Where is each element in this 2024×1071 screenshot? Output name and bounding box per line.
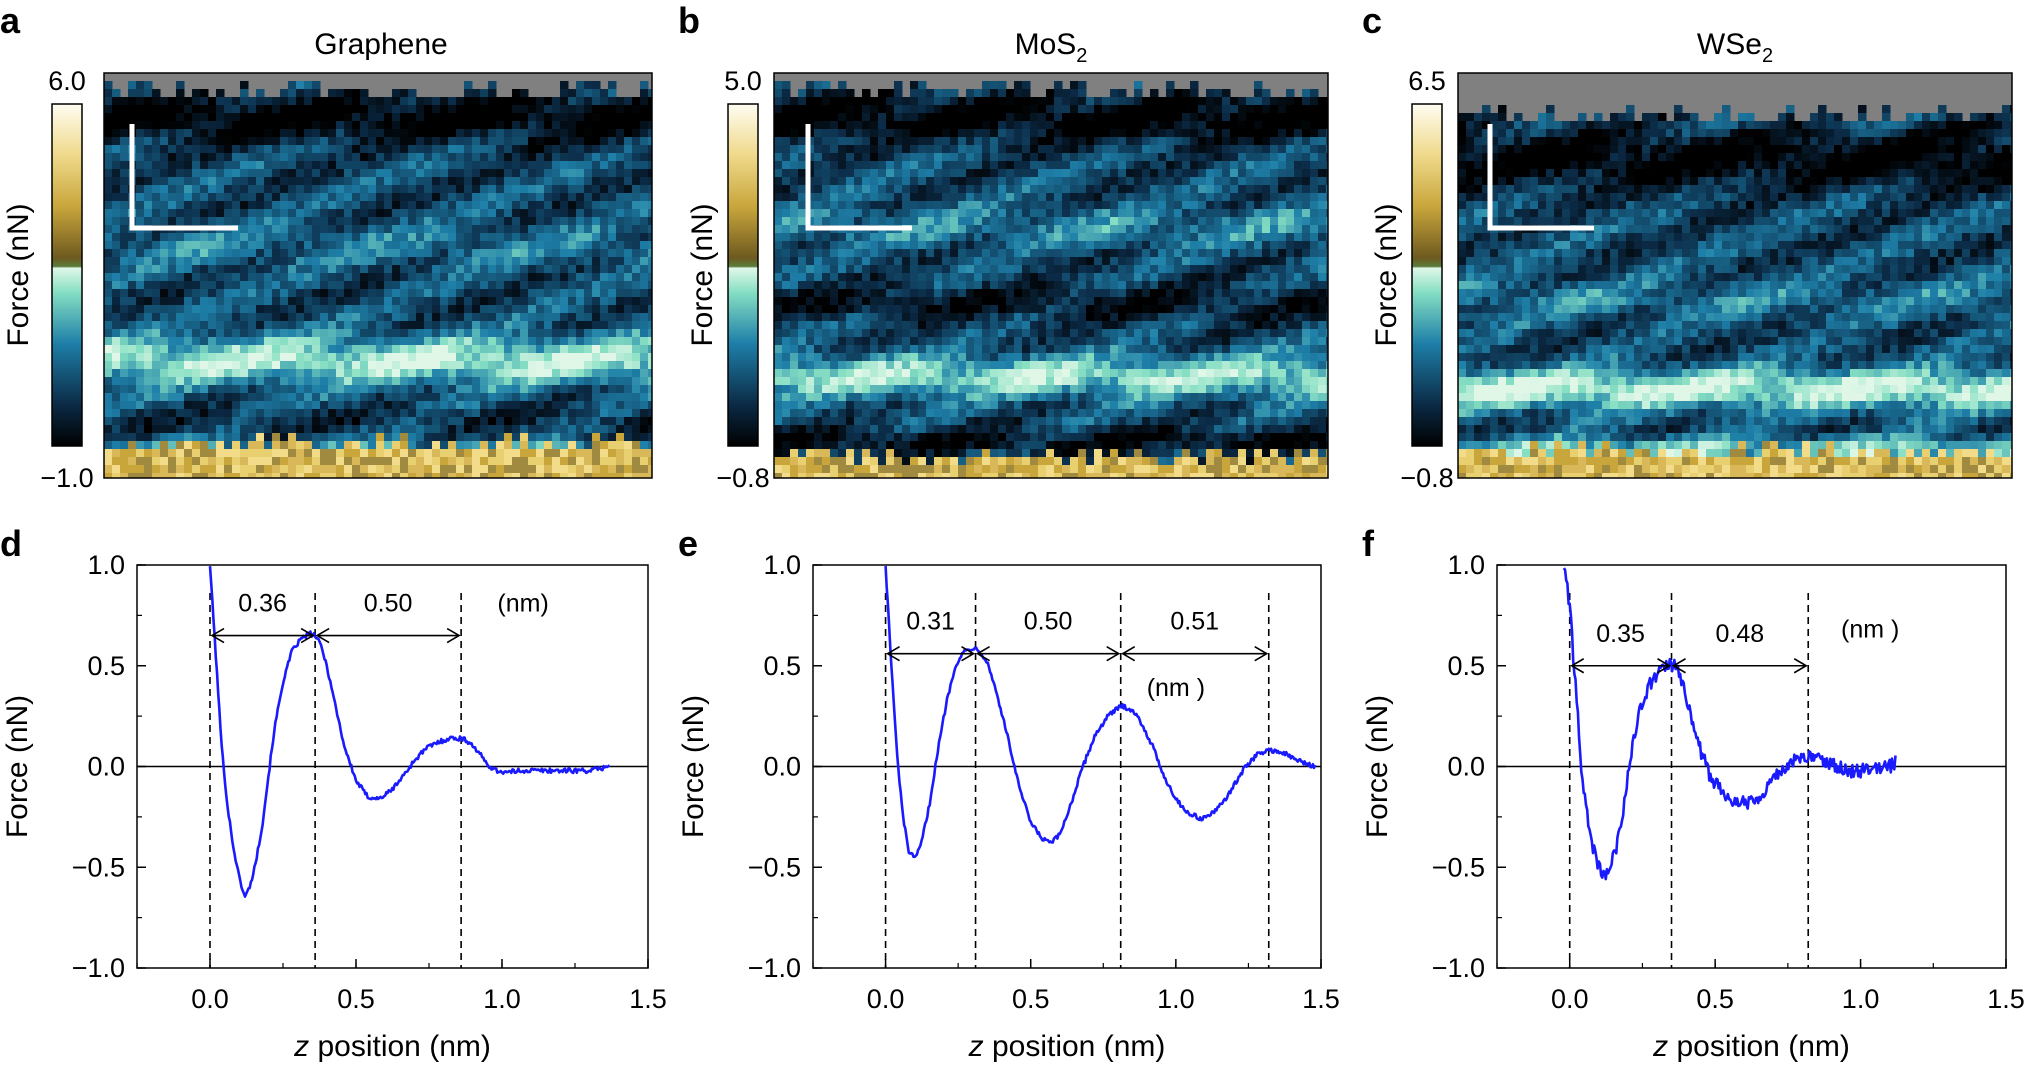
arrow-head-left-mos2 — [1121, 645, 1136, 662]
unit-note-graphene: (nm) — [497, 590, 548, 618]
spacing-label-mos2: 0.50 — [1024, 608, 1073, 636]
y-axis-label-wse2: Force (nN) — [1361, 695, 1394, 838]
x-tick-label-wse2: 0.5 — [1696, 984, 1734, 1014]
heatmap-frame-mos2 — [773, 72, 1329, 479]
x-tick-label-wse2: 0.0 — [1551, 984, 1589, 1014]
x-tick-label-wse2: 1.5 — [1987, 984, 2024, 1014]
arrow-head-right-graphene — [446, 627, 461, 644]
colorbar-max-mos2: 5.0 — [724, 66, 762, 96]
colorbar-min-graphene: −1.0 — [40, 463, 93, 493]
y-tick-label-wse2: 0.0 — [1447, 752, 1485, 782]
x-axis-label-graphene: z position (nm) — [293, 1030, 491, 1063]
unit-note-wse2: (nm ) — [1841, 616, 1899, 644]
x-tick-label-graphene: 1.5 — [629, 984, 667, 1014]
heatmap-frame-wse2 — [1457, 72, 2013, 479]
panel-label-e: e — [678, 523, 698, 564]
heatmap-wse2 — [1458, 105, 2012, 478]
colorbar-wse2 — [1411, 103, 1443, 447]
colorbar-min-mos2: −0.8 — [716, 463, 769, 493]
panel-label-c: c — [1362, 0, 1382, 41]
heatmap-mos2 — [774, 81, 1328, 478]
y-tick-label-graphene: 0.5 — [87, 651, 125, 681]
arrow-head-right-wse2 — [1793, 658, 1808, 674]
force-curve-chart-mos2: 0.0 0.5 1.0 1.5 −1.0 −0.5 0.0 0.5 1.0 Force (nN) z… — [677, 550, 1340, 1063]
x-tick-label-mos2: 1.0 — [1157, 984, 1195, 1014]
heatmap-panel-mos2: MoS2 5.0 −0.8 Force (nN) — [686, 28, 1329, 493]
spacing-label-mos2: 0.51 — [1170, 608, 1219, 636]
heatmap-title-mos2: MoS2 — [1015, 28, 1088, 67]
spacing-label-mos2: 0.31 — [906, 608, 955, 636]
y-tick-label-wse2: −0.5 — [1432, 852, 1485, 882]
heatmap-panel-graphene: Graphene 6.0 −1.0 Force (nN) — [2, 28, 653, 493]
scale-bar-graphene — [129, 124, 238, 231]
spacing-label-wse2: 0.35 — [1596, 620, 1645, 648]
panel-label-f: f — [1362, 523, 1375, 564]
x-tick-label-graphene: 0.0 — [191, 984, 229, 1014]
y-tick-label-wse2: 0.5 — [1447, 651, 1485, 681]
panel-label-a: a — [0, 0, 21, 41]
colorbar-label-graphene: Force (nN) — [2, 203, 35, 346]
scale-bar-wse2 — [1487, 124, 1594, 231]
arrow-head-left-wse2 — [1671, 658, 1686, 674]
x-tick-label-graphene: 1.0 — [483, 984, 521, 1014]
arrow-head-left-wse2 — [1570, 658, 1585, 674]
force-curve-chart-wse2: 0.0 0.5 1.0 1.5 −1.0 −0.5 0.0 0.5 1.0 Force (nN) z… — [1361, 550, 2024, 1063]
x-tick-label-mos2: 0.0 — [867, 984, 905, 1014]
colorbar-min-wse2: −0.8 — [1400, 463, 1453, 493]
arrow-head-left-mos2 — [975, 645, 990, 662]
heatmap-graphene — [104, 81, 652, 478]
arrow-head-right-mos2 — [1106, 645, 1121, 662]
y-tick-label-graphene: 0.0 — [87, 752, 125, 782]
spacing-label-graphene: 0.36 — [238, 590, 287, 618]
colorbar-mos2 — [727, 103, 759, 447]
heatmap-title-wse2: WSe2 — [1697, 28, 1773, 67]
arrow-head-right-mos2 — [961, 645, 976, 662]
arrow-head-right-mos2 — [1254, 645, 1269, 662]
y-tick-label-graphene: −0.5 — [72, 852, 125, 882]
y-axis-label-mos2: Force (nN) — [677, 695, 710, 838]
x-axis-label-wse2: z position (nm) — [1652, 1030, 1850, 1063]
y-tick-label-graphene: 1.0 — [87, 550, 125, 580]
unit-note-mos2: (nm ) — [1147, 674, 1205, 702]
colorbar-max-graphene: 6.0 — [48, 66, 86, 96]
y-tick-label-mos2: 1.0 — [763, 550, 801, 580]
x-tick-label-graphene: 0.5 — [337, 984, 375, 1014]
colorbar-label-mos2: Force (nN) — [686, 203, 719, 346]
arrow-head-left-graphene — [315, 627, 330, 644]
arrow-head-right-graphene — [300, 627, 315, 644]
colorbar-max-wse2: 6.5 — [1408, 66, 1446, 96]
x-axis-label-mos2: z position (nm) — [968, 1030, 1166, 1063]
x-tick-label-mos2: 0.5 — [1012, 984, 1050, 1014]
y-tick-label-mos2: −0.5 — [748, 852, 801, 882]
force-curve-chart-graphene: 0.0 0.5 1.0 1.5 −1.0 −0.5 0.0 0.5 1.0 Force (nN) z… — [1, 550, 667, 1063]
y-tick-label-mos2: 0.0 — [763, 752, 801, 782]
spacing-label-graphene: 0.50 — [364, 590, 413, 618]
arrow-head-left-mos2 — [885, 645, 900, 662]
y-tick-label-mos2: 0.5 — [763, 651, 801, 681]
heatmap-frame-graphene — [103, 72, 653, 479]
force-curve-line-graphene — [208, 566, 611, 898]
panel-label-b: b — [678, 0, 700, 41]
x-tick-label-wse2: 1.0 — [1842, 984, 1880, 1014]
force-curve-line-mos2 — [884, 566, 1317, 859]
force-curve-line-wse2 — [1562, 567, 1897, 881]
y-tick-label-wse2: −1.0 — [1432, 953, 1485, 983]
arrow-head-left-graphene — [210, 627, 225, 644]
y-tick-label-wse2: 1.0 — [1447, 550, 1485, 580]
spacing-label-wse2: 0.48 — [1716, 620, 1765, 648]
heatmap-panel-wse2: WSe2 6.5 −0.8 Force (nN) — [1370, 28, 2013, 493]
y-tick-label-graphene: −1.0 — [72, 953, 125, 983]
arrow-head-right-wse2 — [1657, 658, 1672, 674]
colorbar-label-wse2: Force (nN) — [1370, 203, 1403, 346]
panel-label-d: d — [0, 523, 22, 564]
y-tick-label-mos2: −1.0 — [748, 953, 801, 983]
x-tick-label-mos2: 1.5 — [1302, 984, 1340, 1014]
y-axis-label-graphene: Force (nN) — [1, 695, 34, 838]
heatmap-title-graphene: Graphene — [314, 28, 447, 61]
colorbar-graphene — [51, 103, 83, 447]
scale-bar-mos2 — [805, 124, 912, 231]
